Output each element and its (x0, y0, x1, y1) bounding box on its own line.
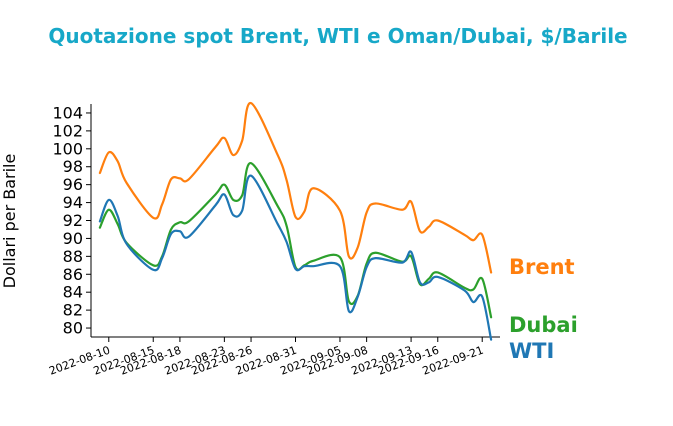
y-axis-label: Dollari per Barile (0, 154, 19, 289)
y-tick-label: 104 (52, 103, 83, 122)
y-tick-label: 102 (52, 121, 83, 140)
series-line-dubai (98, 162, 493, 319)
series-label-wti: WTI (509, 339, 554, 363)
y-tick-label: 100 (52, 139, 83, 158)
series-line-brent (98, 101, 493, 274)
y-tick-label: 96 (63, 175, 83, 194)
y-tick-label: 92 (63, 211, 83, 230)
y-tick-label: 94 (63, 193, 83, 212)
y-tick-label: 82 (63, 301, 83, 320)
series-label-dubai: Dubai (509, 313, 578, 337)
series-line-wti (98, 174, 493, 341)
y-tick-label: 98 (63, 157, 83, 176)
y-tick-label: 90 (63, 229, 83, 248)
y-tick-label: 84 (63, 283, 83, 302)
y-tick-label: 86 (63, 265, 83, 284)
x-ticks: 2022-08-102022-08-152022-08-182022-08-23… (47, 337, 485, 378)
chart-title: Quotazione spot Brent, WTI e Oman/Dubai,… (48, 24, 627, 48)
y-tick-label: 80 (63, 319, 83, 338)
y-tick-label: 88 (63, 247, 83, 266)
series-lines (98, 101, 493, 341)
series-label-brent: Brent (509, 255, 575, 279)
